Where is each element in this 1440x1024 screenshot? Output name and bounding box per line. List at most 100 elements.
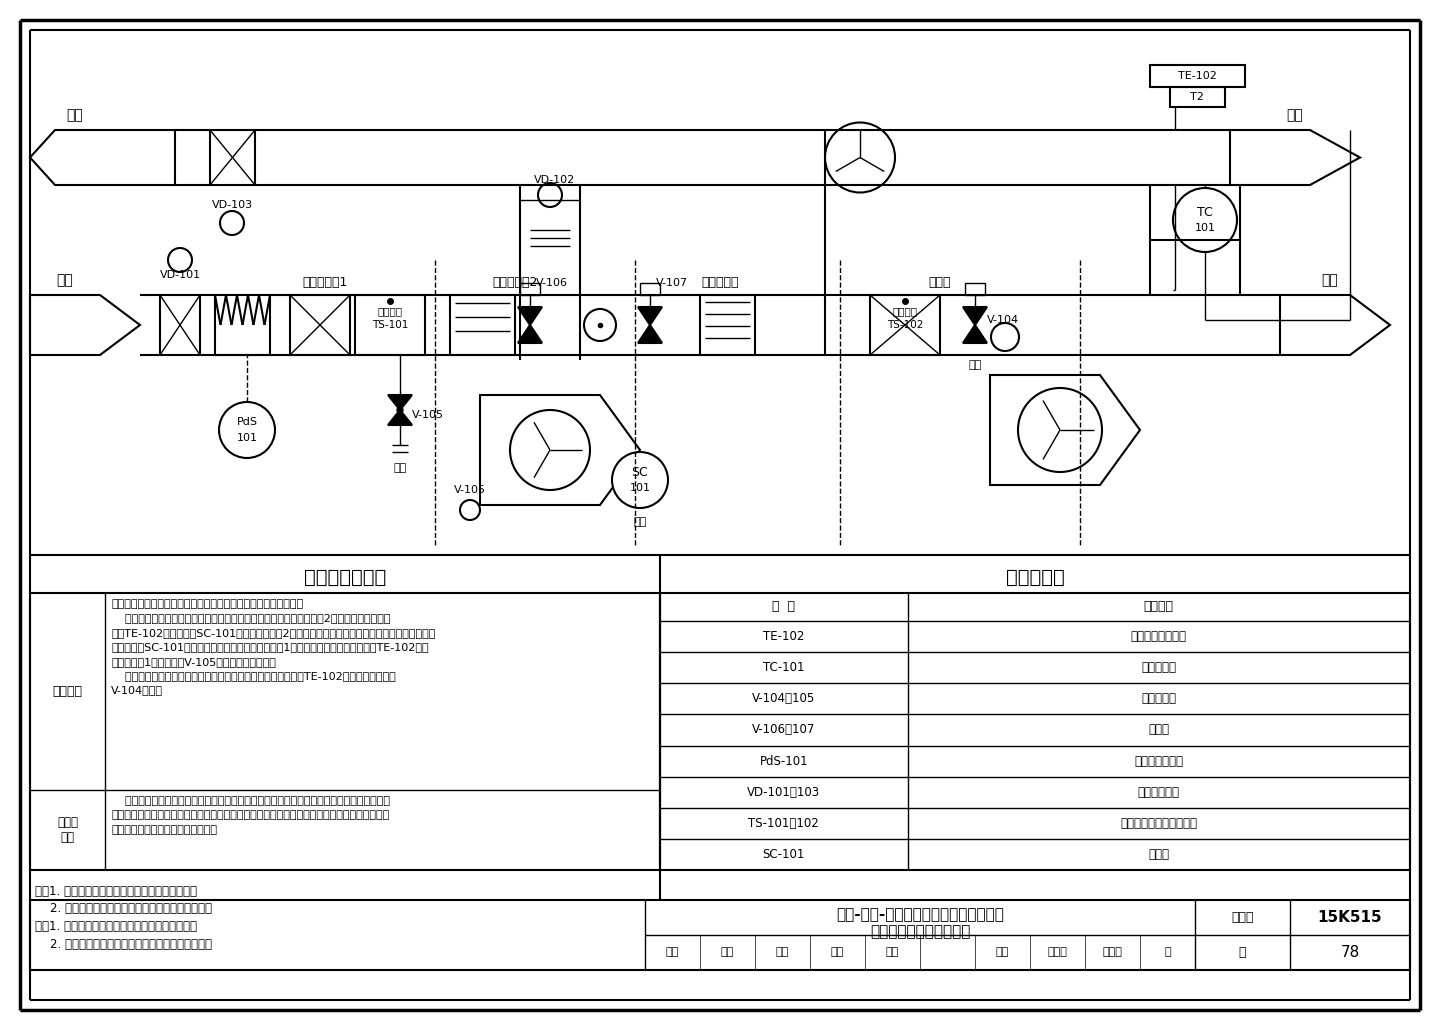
Text: 过渡季使用全新风，若室外温度较高需同时开启直接蒸发冷却段。
    夏季使用全新风，回风阀关闭。首先开直接蒸发段，间接蒸发冷却段2，室内温度由温度传
感器TE-: 过渡季使用全新风，若室外温度较高需同时开启直接蒸发冷却段。 夏季使用全新风，回风…	[111, 599, 435, 695]
Bar	[30, 900, 1410, 970]
Text: 强天伟: 强天伟	[1047, 947, 1067, 957]
Text: 夏季: 夏季	[393, 463, 406, 473]
Bar	[639, 283, 660, 295]
Polygon shape	[963, 307, 986, 325]
Circle shape	[510, 410, 590, 490]
Bar	[660, 593, 1410, 870]
Text: 审核: 审核	[665, 947, 680, 957]
Text: 2. 在冬季寒冷地区使用需考虑室外空气预热措施。: 2. 在冬季寒冷地区使用需考虑室外空气预热措施。	[35, 902, 212, 915]
Text: TC-101: TC-101	[763, 662, 805, 674]
Text: 薛亮: 薛亮	[886, 947, 899, 957]
Text: 夏季: 夏季	[634, 517, 647, 527]
Circle shape	[459, 500, 480, 520]
Text: 防冻开关: 防冻开关	[893, 306, 917, 316]
Text: 防冻开关: 防冻开关	[377, 306, 403, 316]
Text: PdS: PdS	[236, 417, 258, 427]
Text: T2: T2	[1189, 92, 1204, 102]
Text: 直接蒸发段: 直接蒸发段	[701, 276, 739, 290]
Text: 电磁阀: 电磁阀	[1148, 723, 1169, 736]
Text: 器件名称: 器件名称	[1143, 600, 1174, 613]
Text: 汉超: 汉超	[776, 947, 789, 957]
Text: 注：1. 此种形式的空调机组通常在干燥地区使用。: 注：1. 此种形式的空调机组通常在干燥地区使用。	[35, 921, 197, 934]
Polygon shape	[1230, 130, 1359, 185]
Text: 变频器: 变频器	[1148, 848, 1169, 861]
Text: 送风: 送风	[1322, 273, 1338, 287]
Text: 冬季: 冬季	[968, 360, 982, 370]
Text: 校对: 校对	[831, 947, 844, 957]
Text: TS-102: TS-102	[887, 319, 923, 330]
Bar	[965, 283, 985, 295]
Text: V-106～107: V-106～107	[752, 723, 815, 736]
Text: 15K515: 15K515	[1318, 910, 1382, 925]
Text: 图集号: 图集号	[1231, 911, 1254, 924]
Text: 页: 页	[1164, 947, 1171, 957]
Text: 工作原理: 工作原理	[52, 685, 82, 698]
Text: 页: 页	[1238, 946, 1246, 959]
Text: 101: 101	[1195, 223, 1215, 233]
Text: 再热段: 再热段	[929, 276, 952, 290]
Circle shape	[397, 407, 403, 413]
Text: TE-102: TE-102	[1178, 71, 1217, 81]
Text: 101: 101	[236, 433, 258, 443]
Text: 外部设备表: 外部设备表	[1005, 567, 1064, 587]
Polygon shape	[638, 325, 662, 343]
Text: TC: TC	[1197, 206, 1212, 218]
Text: 间接蒸发段1: 间接蒸发段1	[302, 276, 347, 290]
Text: 防冻开关（带手动复位）: 防冻开关（带手动复位）	[1120, 817, 1197, 829]
Text: 汪超: 汪超	[721, 947, 734, 957]
Text: PdS-101: PdS-101	[759, 755, 808, 768]
Polygon shape	[480, 395, 639, 505]
Text: 空调系统控制互连接线图: 空调系统控制互连接线图	[870, 924, 971, 939]
Polygon shape	[518, 325, 541, 343]
Text: 设计: 设计	[996, 947, 1009, 957]
Bar	[700, 295, 755, 355]
Text: TS-101: TS-101	[372, 319, 408, 330]
Bar	[449, 295, 516, 355]
Bar	[289, 295, 350, 355]
Polygon shape	[518, 307, 541, 325]
Bar	[520, 283, 540, 295]
Text: TE-102: TE-102	[763, 630, 805, 643]
Text: VD-101: VD-101	[160, 270, 200, 280]
Circle shape	[539, 183, 562, 207]
Text: 控制说明及要求: 控制说明及要求	[304, 567, 386, 587]
Polygon shape	[387, 410, 412, 425]
Text: 间接-间接-直接三级全空气蒸发冷却通风: 间接-间接-直接三级全空气蒸发冷却通风	[837, 907, 1004, 922]
Circle shape	[991, 323, 1020, 351]
Polygon shape	[638, 307, 662, 325]
Circle shape	[825, 123, 896, 193]
Text: 风管式温度传感器: 风管式温度传感器	[1130, 630, 1187, 643]
Text: V-106: V-106	[536, 278, 567, 288]
Text: 间接蒸发段2: 间接蒸发段2	[492, 276, 537, 290]
Text: 101: 101	[629, 483, 651, 493]
Circle shape	[219, 402, 275, 458]
Text: 排风: 排风	[66, 108, 84, 122]
Text: 联锁及
保护: 联锁及 保护	[58, 816, 78, 844]
Text: 张小俊: 张小俊	[1103, 947, 1122, 957]
Polygon shape	[387, 395, 412, 410]
Text: 2. 在冬季寒冷地区使用需考虑室外空气预热措施。: 2. 在冬季寒冷地区使用需考虑室外空气预热措施。	[35, 939, 212, 951]
Text: 新风: 新风	[56, 273, 73, 287]
Circle shape	[168, 248, 192, 272]
Text: 电动调节阀: 电动调节阀	[1142, 692, 1176, 706]
Text: SC-101: SC-101	[763, 848, 805, 861]
Text: VD-103: VD-103	[212, 200, 252, 210]
Text: TS-101～102: TS-101～102	[749, 817, 819, 829]
Polygon shape	[1280, 295, 1390, 355]
Text: V-104: V-104	[986, 315, 1020, 325]
Polygon shape	[963, 325, 986, 343]
Circle shape	[585, 309, 616, 341]
Text: SC: SC	[632, 467, 648, 479]
Text: 78: 78	[1341, 945, 1359, 961]
Bar	[30, 593, 660, 870]
Text: 风机启停，风阀、电动调节阀联动开闭。风机启动后，其两侧压差低于其设定值时，故障报
警并停机。过滤器两侧之压差过高超过设定值时，自动报警。盘管出口处设置的防冻开关: 风机启停，风阀、电动调节阀联动开闭。风机启动后，其两侧压差低于其设定值时，故障报…	[111, 796, 390, 835]
Circle shape	[612, 452, 668, 508]
Bar	[1151, 65, 1246, 87]
Text: 注：1. 此种形式的空调机组通常在干燥地区使用。: 注：1. 此种形式的空调机组通常在干燥地区使用。	[35, 885, 197, 898]
Text: VD-101～103: VD-101～103	[747, 785, 821, 799]
Text: VD-102: VD-102	[534, 175, 576, 185]
Polygon shape	[30, 295, 140, 355]
Text: 温度控制器: 温度控制器	[1142, 662, 1176, 674]
Text: 过滤器堵塞信号: 过滤器堵塞信号	[1135, 755, 1184, 768]
Bar	[356, 295, 425, 355]
